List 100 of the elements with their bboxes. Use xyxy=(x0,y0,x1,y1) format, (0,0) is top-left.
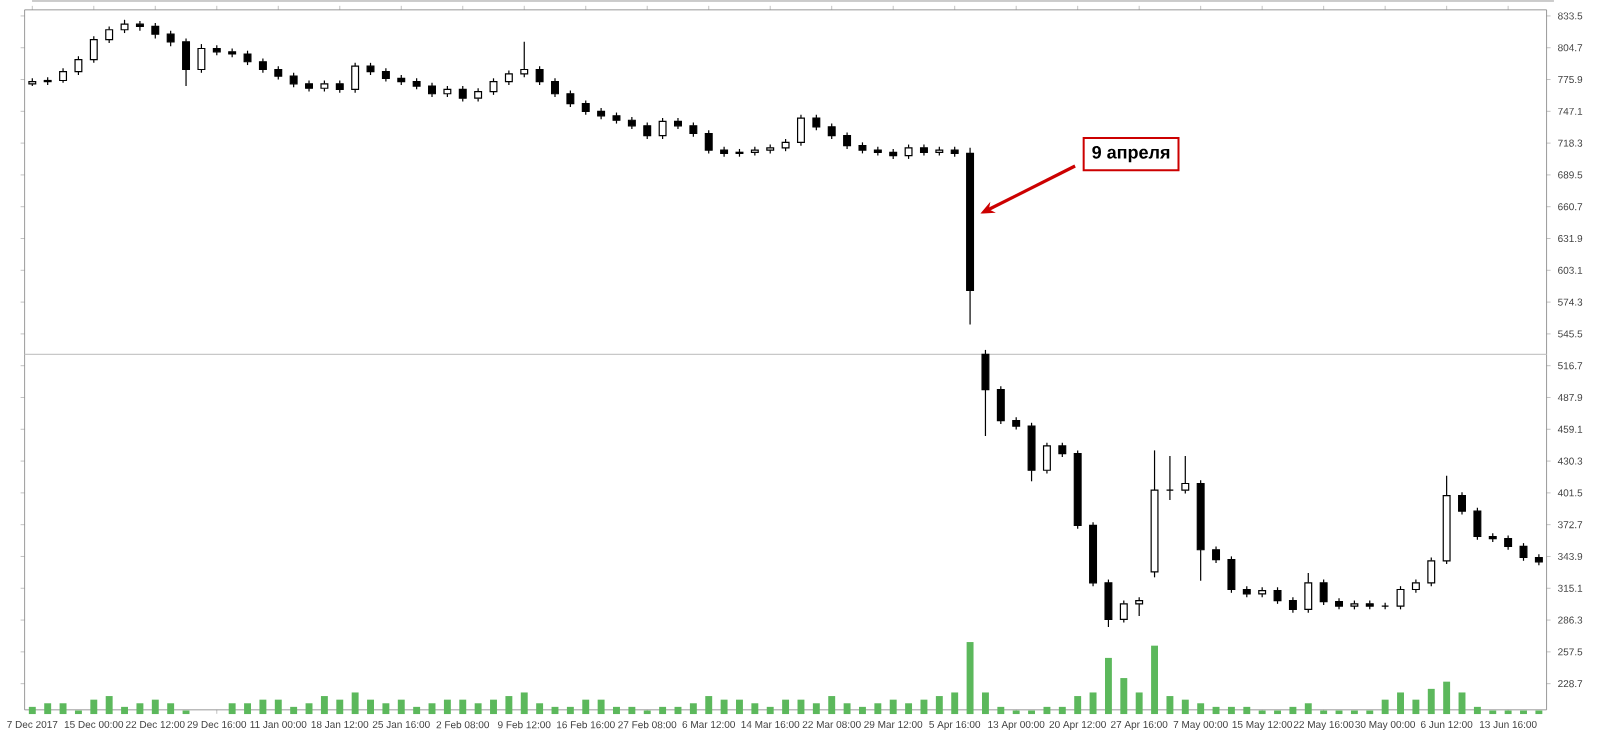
candlestick xyxy=(1089,521,1098,587)
bar xyxy=(1135,692,1143,714)
candlestick xyxy=(1042,441,1051,474)
bar xyxy=(582,699,590,714)
bar xyxy=(259,699,267,714)
bar xyxy=(1473,706,1481,714)
bar xyxy=(490,699,497,714)
candlestick xyxy=(504,69,513,86)
bar xyxy=(1104,657,1112,714)
candlestick xyxy=(258,57,267,74)
candlestick xyxy=(919,143,928,156)
bar xyxy=(520,692,528,714)
bar xyxy=(151,699,159,714)
candlestick xyxy=(59,67,68,84)
bar xyxy=(951,692,959,714)
bar xyxy=(1151,645,1159,714)
candlestick xyxy=(1212,545,1221,564)
candlestick xyxy=(1458,491,1466,515)
candlestick xyxy=(551,77,559,98)
bar xyxy=(28,706,36,714)
bar xyxy=(628,706,636,714)
candlestick xyxy=(428,81,436,98)
bar xyxy=(320,695,328,714)
bar xyxy=(720,699,728,714)
bar xyxy=(1397,692,1404,714)
bar xyxy=(1074,695,1082,714)
bar xyxy=(689,702,697,714)
bar xyxy=(597,699,605,714)
bar xyxy=(1043,706,1051,714)
candlestick xyxy=(843,131,852,150)
bar xyxy=(351,692,359,714)
candlestick xyxy=(796,113,805,146)
bar xyxy=(228,702,236,714)
bar xyxy=(1089,692,1097,714)
bar xyxy=(889,699,897,714)
candlestick xyxy=(1411,578,1420,594)
bar xyxy=(336,699,344,714)
bar xyxy=(136,702,144,714)
candlestick xyxy=(1288,596,1297,613)
bar xyxy=(367,699,374,714)
bar xyxy=(382,702,390,714)
bar xyxy=(859,706,866,714)
bar xyxy=(1381,699,1389,714)
bar xyxy=(828,695,836,714)
candlestick xyxy=(966,146,975,325)
bar xyxy=(1166,695,1174,714)
bar xyxy=(905,702,913,714)
bar xyxy=(751,702,759,714)
bar xyxy=(1058,706,1066,714)
bar xyxy=(167,702,175,714)
candlestick xyxy=(351,61,360,93)
bar xyxy=(1197,702,1205,714)
candlestick xyxy=(597,107,606,120)
bar xyxy=(1120,677,1128,714)
bar xyxy=(981,692,989,714)
bar xyxy=(613,706,620,714)
candlestick xyxy=(720,145,729,157)
candlestick xyxy=(182,37,191,87)
bar xyxy=(121,706,129,714)
bar xyxy=(1412,699,1420,714)
bar xyxy=(44,702,52,714)
bar xyxy=(1443,681,1451,714)
candlestick xyxy=(1335,597,1344,610)
bar xyxy=(812,702,820,714)
bar xyxy=(459,699,467,714)
bar xyxy=(1212,706,1220,714)
bar xyxy=(505,695,513,714)
bar xyxy=(1427,688,1435,714)
bar xyxy=(413,706,421,714)
bar xyxy=(274,699,282,714)
bar xyxy=(659,706,667,714)
bar xyxy=(935,695,943,714)
bar xyxy=(474,702,482,714)
candlestick xyxy=(135,19,144,32)
bar xyxy=(997,706,1005,714)
bar xyxy=(874,702,882,714)
candlestick xyxy=(381,67,390,82)
bar xyxy=(290,706,298,714)
bar xyxy=(920,699,928,714)
candlestick xyxy=(474,87,483,102)
bar xyxy=(1304,702,1312,714)
bar xyxy=(536,702,544,714)
bar xyxy=(105,695,113,714)
bar xyxy=(244,702,251,714)
candlestick xyxy=(627,116,636,130)
bar xyxy=(566,706,574,714)
annotation: 9 апреля xyxy=(1092,145,1170,162)
bar xyxy=(443,699,451,714)
candlestick xyxy=(305,79,314,92)
candlestick xyxy=(674,117,682,130)
bar xyxy=(90,699,98,714)
bar xyxy=(1289,706,1297,714)
bar xyxy=(397,699,405,714)
bar xyxy=(705,695,713,714)
candlestick xyxy=(1504,534,1513,551)
bar xyxy=(782,699,790,714)
bar xyxy=(1227,706,1235,714)
bar xyxy=(1181,699,1189,714)
candlestick xyxy=(1534,553,1543,566)
bar xyxy=(736,699,743,714)
